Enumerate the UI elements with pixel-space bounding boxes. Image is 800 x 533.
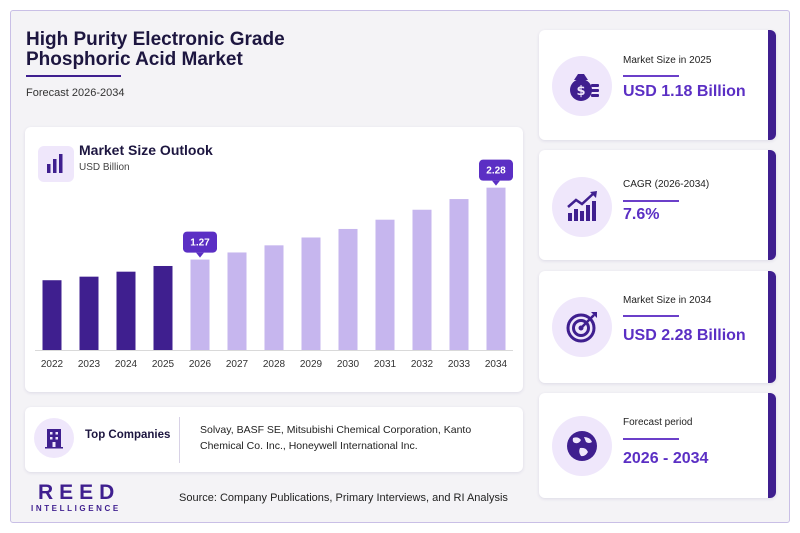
x-tick-label: 2022	[41, 359, 64, 370]
bar-2026	[190, 259, 210, 350]
money-bag-icon: $	[552, 56, 612, 116]
x-tick-label: 2026	[189, 359, 212, 370]
bar-2025	[153, 265, 173, 350]
stat-label: CAGR (2026-2034)	[623, 179, 710, 190]
top-companies-list: Solvay, BASF SE, Mitsubishi Chemical Cor…	[200, 424, 472, 452]
divider	[179, 417, 180, 463]
x-tick-label: 2030	[337, 359, 360, 370]
x-tick-label: 2027	[226, 359, 249, 370]
stat-label: Market Size in 2034	[623, 295, 712, 306]
bar-2029	[301, 237, 321, 350]
stat-value: 2026 - 2034	[623, 450, 709, 467]
bar-2022	[42, 280, 62, 350]
card-accent	[768, 271, 776, 383]
stat-card-market-size-2034: Market Size in 2034 USD 2.28 Billion	[539, 271, 776, 383]
stat-card-forecast-period: Forecast period 2026 - 2034	[539, 393, 776, 498]
x-tick-label: 2028	[263, 359, 286, 370]
growth-chart-icon	[552, 177, 612, 237]
chart-title: Market Size Outlook	[79, 142, 213, 158]
svg-text:$: $	[576, 84, 585, 99]
stat-label: Market Size in 2025	[623, 55, 712, 66]
bar-2027	[227, 252, 247, 350]
stat-underline	[623, 438, 679, 440]
x-tick-label: 2033	[448, 359, 471, 370]
x-tick-label: 2024	[115, 359, 138, 370]
stat-card-cagr: CAGR (2026-2034) 7.6%	[539, 150, 776, 260]
card-accent	[768, 150, 776, 260]
x-tick-label: 2023	[78, 359, 101, 370]
x-tick-label: 2029	[300, 359, 323, 370]
bar-chart: 2022 2023 2024 2025 2026 2027 2028 2029 2030 2031…	[35, 159, 513, 370]
card-accent	[768, 393, 776, 498]
stat-label: Forecast period	[623, 417, 693, 428]
market-size-chart-card: Market Size Outlook USD Billion 2022 2023…	[25, 127, 523, 392]
title-underline	[26, 75, 121, 77]
globe-icon	[552, 416, 612, 476]
svg-text:2.28: 2.28	[486, 166, 506, 177]
x-tick-label: 2034	[485, 359, 508, 370]
x-tick-label: 2025	[152, 359, 175, 370]
stat-underline	[623, 75, 679, 77]
data-label-callout: 1.27	[183, 231, 217, 258]
brand-tagline: INTELLIGENCE	[31, 504, 121, 513]
stat-underline	[623, 315, 679, 317]
bar-2028	[264, 245, 284, 350]
chart-unit: USD Billion	[79, 162, 130, 173]
page-title: High Purity Electronic Grade Phosphoric …	[26, 29, 285, 70]
stat-value: USD 2.28 Billion	[623, 327, 746, 344]
brand-logo: REED	[38, 481, 121, 504]
x-tick-label: 2031	[374, 359, 397, 370]
data-label-callout: 2.28	[479, 159, 513, 186]
source-note: Source: Company Publications, Primary In…	[179, 492, 508, 504]
bar-2023	[79, 276, 99, 350]
top-companies-card: Top Companies Solvay, BASF SE, Mitsubish…	[25, 407, 523, 472]
bar-chart-icon	[38, 146, 74, 182]
x-tick-label: 2032	[411, 359, 434, 370]
page-subtitle: Forecast 2026-2034	[26, 87, 125, 99]
svg-text:1.27: 1.27	[190, 238, 210, 249]
stat-value: USD 1.18 Billion	[623, 83, 746, 100]
bar-2033	[449, 199, 469, 350]
card-accent	[768, 30, 776, 140]
target-icon	[552, 297, 612, 357]
top-companies-label: Top Companies	[85, 429, 171, 441]
building-icon	[34, 418, 74, 458]
bar-2024	[116, 271, 136, 350]
bar-2034	[486, 187, 506, 350]
stat-underline	[623, 200, 679, 202]
stat-card-market-size-2025: $ Market Size in 2025 USD 1.18 Billion	[539, 30, 776, 140]
bar-2032	[412, 209, 432, 350]
bar-2031	[375, 219, 395, 350]
bar-2030	[338, 228, 358, 350]
stat-value: 7.6%	[623, 206, 660, 223]
